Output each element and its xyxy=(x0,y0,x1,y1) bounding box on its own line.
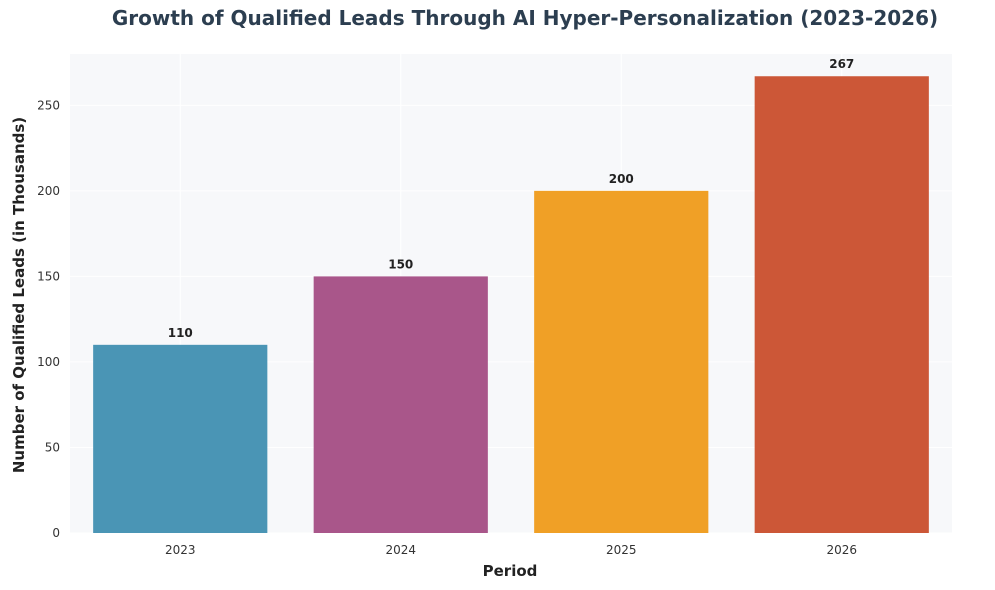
bars xyxy=(93,76,929,533)
y-tick-label-200: 200 xyxy=(37,184,60,198)
x-tick-label-2025: 2025 xyxy=(606,543,637,557)
data-labels: 110 150 200 267 xyxy=(168,57,855,340)
chart-title: Growth of Qualified Leads Through AI Hyp… xyxy=(112,6,938,30)
x-tick-label-2023: 2023 xyxy=(165,543,196,557)
x-ticks: 2023 2024 2025 2026 xyxy=(165,543,857,557)
y-ticks: 0 50 100 150 200 250 xyxy=(37,98,60,540)
x-axis-label: Period xyxy=(483,562,538,580)
data-label-2023: 110 xyxy=(168,326,193,340)
data-label-2026: 267 xyxy=(829,57,854,71)
bar-2023 xyxy=(93,344,268,533)
bar-2025 xyxy=(534,190,709,533)
y-tick-label-250: 250 xyxy=(37,98,60,112)
y-axis-label: Number of Qualified Leads (in Thousands) xyxy=(10,117,28,473)
y-tick-label-100: 100 xyxy=(37,355,60,369)
y-tick-label-50: 50 xyxy=(45,440,60,454)
x-tick-label-2024: 2024 xyxy=(385,543,416,557)
y-tick-label-0: 0 xyxy=(52,526,60,540)
y-tick-label-150: 150 xyxy=(37,269,60,283)
x-tick-label-2026: 2026 xyxy=(826,543,857,557)
data-label-2025: 200 xyxy=(609,172,634,186)
data-label-2024: 150 xyxy=(388,257,413,271)
bar-2024 xyxy=(313,276,488,533)
bar-2026 xyxy=(754,76,929,533)
